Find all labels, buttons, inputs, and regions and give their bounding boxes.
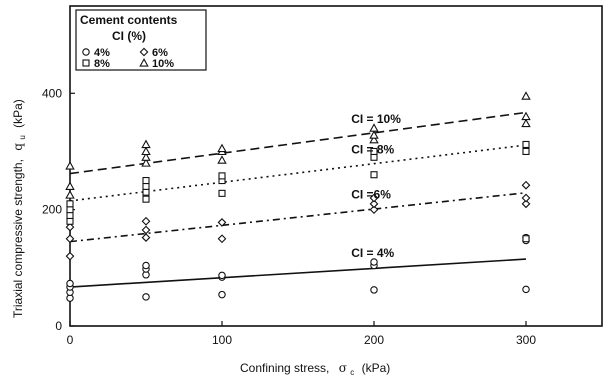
data-point-6pct [65, 222, 75, 232]
data-point-6pct [65, 251, 75, 261]
fit-label-6pct: CI =6% [351, 188, 391, 202]
y-axis-title: Triaxial compressive strength, q u (kPa) [11, 99, 28, 318]
data-point-10pct [141, 152, 151, 161]
legend-label-6pct: 6% [152, 47, 168, 59]
data-point-8pct [370, 171, 378, 179]
data-point-8pct [522, 140, 530, 149]
data-point-10pct [521, 111, 531, 121]
fit-line-labels: CI = 4% CI =6% CI = 8% CI = 10% [351, 112, 401, 260]
data-point-4pct [142, 261, 150, 270]
data-point-6pct [141, 225, 151, 235]
data-point-4pct [370, 258, 378, 266]
fit-line-4pct [69, 258, 527, 288]
fit-label-8pct: CI = 8% [351, 143, 394, 157]
data-point-8pct [218, 172, 226, 180]
data-point-4pct [66, 279, 74, 288]
fit-label-4pct: CI = 4% [351, 246, 394, 260]
fit-line-6pct [69, 191, 527, 243]
data-point-10pct [369, 134, 379, 144]
y-axis-symbol-sub: u [18, 135, 27, 139]
data-point-10pct [521, 91, 531, 100]
x-tick-label: 300 [516, 333, 536, 347]
data-point-10pct [141, 158, 151, 167]
legend: Cement contents CI (%) 4% 6% 8% 10% [75, 9, 207, 71]
y-tick-label: 400 [42, 86, 62, 100]
legend-marker-10pct [139, 58, 149, 67]
data-point-6pct [369, 205, 379, 215]
data-point-8pct [522, 235, 530, 243]
data-point-6pct [141, 216, 151, 226]
y-axis-symbol: q [11, 143, 25, 151]
data-point-4pct [142, 293, 150, 301]
data-point-6pct [369, 193, 379, 203]
data-point-10pct [369, 123, 379, 132]
fit-line-10pct [69, 111, 527, 175]
y-tick-label: 200 [42, 203, 62, 217]
data-point-4pct [218, 271, 226, 280]
data-point-10pct [65, 190, 75, 199]
data-point-4pct [522, 285, 530, 294]
data-point-8pct [370, 147, 378, 156]
data-point-10pct [369, 130, 379, 139]
x-axis-symbol-sub: c [350, 368, 354, 377]
y-axis-ticks: 0 200 400 [42, 86, 75, 333]
data-point-6pct [521, 180, 531, 190]
x-axis-title: Confining stress, σ c (kPa) [240, 361, 390, 378]
data-point-8pct [66, 217, 74, 225]
legend-title-line1: Cement contents [80, 13, 178, 27]
data-point-10pct [217, 155, 227, 164]
data-point-8pct [142, 182, 150, 190]
x-tick-label: 0 [67, 333, 74, 347]
data-point-10pct [65, 181, 75, 190]
legend-title-line2: CI (%) [112, 29, 146, 43]
data-points [65, 91, 531, 302]
x-tick-label: 100 [212, 333, 232, 347]
data-point-6pct [217, 218, 227, 227]
legend-label-4pct: 4% [94, 47, 110, 59]
x-axis-unit: (kPa) [362, 361, 391, 375]
data-point-10pct [141, 146, 151, 156]
data-point-8pct [66, 206, 74, 214]
y-axis-unit: (kPa) [11, 99, 25, 128]
data-point-8pct [142, 176, 150, 185]
fit-lines [69, 111, 527, 288]
data-point-6pct [521, 199, 531, 209]
y-axis-label: Triaxial compressive strength, [11, 159, 25, 318]
data-point-6pct [521, 193, 531, 203]
legend-label-10pct: 10% [152, 58, 174, 70]
data-point-6pct [217, 234, 227, 244]
data-point-6pct [141, 233, 151, 242]
data-point-8pct [142, 188, 150, 196]
legend-marker-6pct [139, 47, 149, 57]
legend-box [75, 9, 207, 71]
legend-marker-4pct [82, 48, 90, 56]
data-point-8pct [218, 189, 226, 197]
legend-items: 4% 6% 8% 10% [82, 47, 174, 70]
legend-marker-8pct [82, 59, 90, 67]
data-point-8pct [66, 200, 74, 208]
data-point-10pct [217, 143, 227, 153]
data-point-4pct [370, 286, 378, 294]
data-point-10pct [141, 139, 151, 149]
fit-label-10pct: CI = 10% [351, 112, 401, 126]
data-point-4pct [218, 290, 226, 299]
x-axis-ticks: 0 100 200 300 [67, 321, 536, 347]
data-point-8pct [66, 211, 74, 220]
legend-label-8pct: 8% [94, 58, 110, 70]
x-axis-label: Confining stress, [240, 361, 329, 375]
fit-line-8pct [69, 144, 527, 202]
data-point-6pct [369, 199, 379, 209]
data-point-10pct [65, 161, 75, 170]
data-point-6pct [65, 234, 75, 244]
y-tick-label: 0 [55, 319, 62, 333]
x-tick-label: 200 [364, 333, 384, 347]
data-point-8pct [142, 195, 150, 203]
x-axis-symbol: σ [339, 361, 347, 375]
data-point-10pct [521, 118, 531, 128]
data-point-8pct [522, 147, 530, 156]
